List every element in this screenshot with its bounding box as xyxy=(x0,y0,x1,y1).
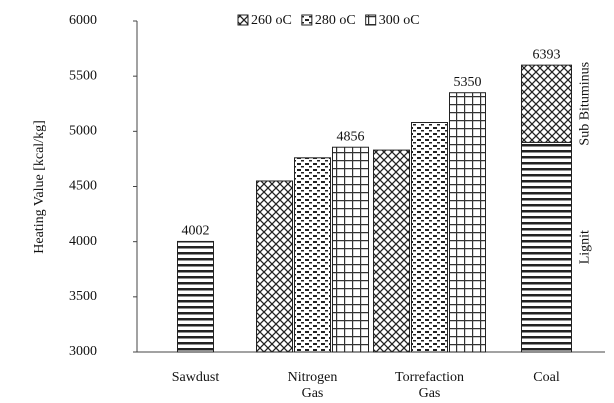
bar xyxy=(411,122,448,353)
series-label: Sub Bituminus xyxy=(578,62,593,146)
x-tick-label: Torrefaction Gas xyxy=(395,370,464,401)
legend-swatch xyxy=(365,14,377,26)
data-label: 5350 xyxy=(454,75,482,90)
series-label: Lignit xyxy=(578,230,593,264)
bar xyxy=(521,141,572,353)
y-tick-label: 5000 xyxy=(69,124,97,139)
legend-swatch xyxy=(237,14,249,26)
y-tick-label: 3500 xyxy=(69,289,97,304)
bar xyxy=(332,146,369,353)
x-tick-label: Nitrogen Gas xyxy=(288,370,338,401)
data-label: 4002 xyxy=(182,224,210,239)
bar xyxy=(177,240,214,353)
y-tick-label: 3000 xyxy=(69,344,97,359)
legend-label: 260 oC xyxy=(251,13,292,28)
y-axis-label: Heating Value [kcal/kg] xyxy=(32,120,47,253)
legend-swatch xyxy=(301,14,313,26)
annotation: 6393 xyxy=(533,47,561,62)
bar xyxy=(373,149,410,353)
bar xyxy=(256,180,293,353)
bar xyxy=(294,157,331,353)
data-label: 4856 xyxy=(337,129,365,144)
legend-label: 280 oC xyxy=(315,13,356,28)
legend-label: 300 oC xyxy=(379,13,420,28)
x-tick-label: Sawdust xyxy=(172,370,220,385)
bar-segment xyxy=(521,64,572,143)
y-tick-label: 4500 xyxy=(69,179,97,194)
y-tick-label: 5500 xyxy=(69,68,97,83)
y-tick-label: 4000 xyxy=(69,234,97,249)
x-tick-label: Coal xyxy=(533,370,560,385)
y-tick-label: 6000 xyxy=(69,13,97,28)
bar xyxy=(449,92,486,353)
